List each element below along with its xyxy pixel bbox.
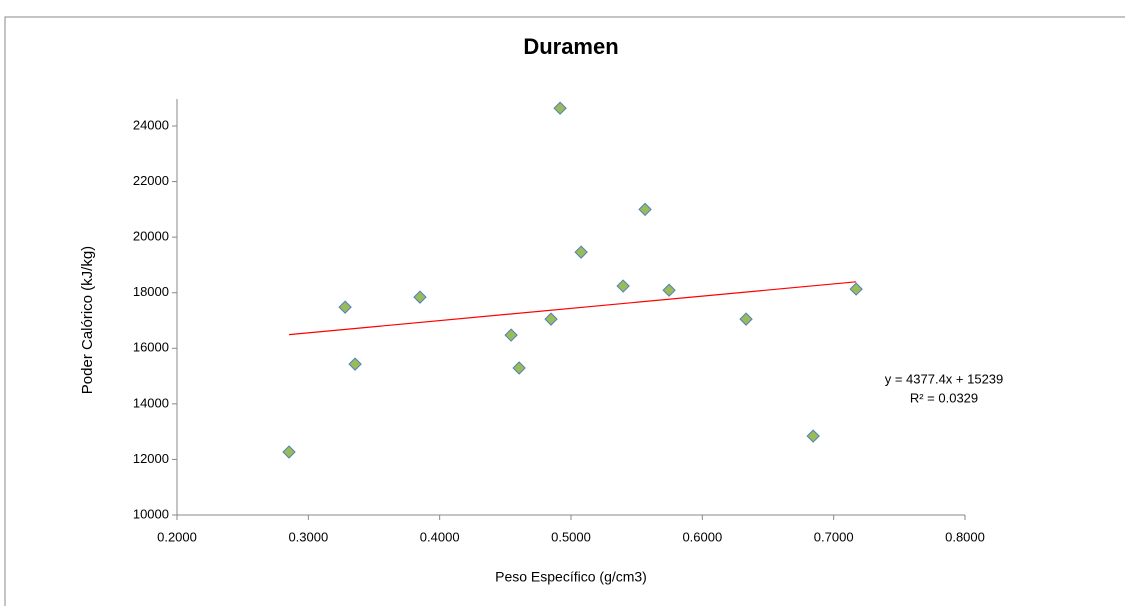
- chart-frame: [4, 16, 1125, 606]
- x-tick-label: 0.7000: [814, 529, 854, 544]
- point: [739, 312, 753, 326]
- y-tick-label: 18000: [133, 284, 169, 299]
- point: [574, 245, 588, 259]
- trendline-equation: y = 4377.4x + 15239: [885, 371, 1004, 386]
- point: [616, 279, 630, 293]
- y-tick-label: 12000: [133, 451, 169, 466]
- point: [638, 202, 652, 217]
- chart-title: Duramen: [523, 34, 618, 59]
- point: [504, 328, 518, 342]
- point: [282, 445, 296, 459]
- y-tick-label: 14000: [133, 395, 169, 410]
- trendline: [288, 281, 857, 336]
- y-axis-label: Poder Calórico (kJ/kg): [79, 246, 96, 394]
- x-tick-label: 0.2000: [157, 529, 197, 544]
- y-tick-label: 24000: [133, 117, 169, 132]
- point: [338, 300, 352, 314]
- y-tick-label: 22000: [133, 173, 169, 188]
- point: [806, 429, 820, 443]
- trendline-r-squared: R² = 0.0329: [910, 390, 978, 405]
- x-tick-label: 0.5000: [551, 529, 591, 544]
- point: [662, 283, 676, 297]
- point: [849, 282, 863, 296]
- point: [413, 290, 427, 304]
- point: [553, 101, 567, 115]
- x-tick-label: 0.6000: [682, 529, 722, 544]
- point: [512, 361, 526, 375]
- x-tick-label: 0.8000: [945, 529, 985, 544]
- y-tick-label: 16000: [133, 340, 169, 355]
- y-tick-label: 20000: [133, 229, 169, 244]
- x-axis-label: Peso Específico (g/cm3): [495, 569, 647, 585]
- y-tick-label: 10000: [133, 506, 169, 521]
- x-tick-label: 0.3000: [288, 529, 328, 544]
- point: [544, 312, 558, 326]
- point: [348, 357, 362, 371]
- x-tick-label: 0.4000: [420, 529, 460, 544]
